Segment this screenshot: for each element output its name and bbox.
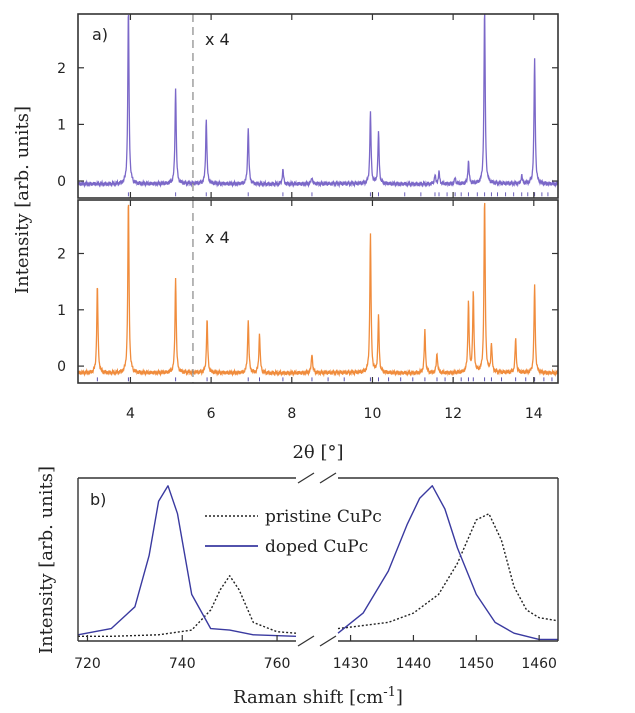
x-tick-label: 14 <box>525 406 543 422</box>
doped-cupc-line <box>77 485 297 637</box>
doped-cupc-line <box>337 485 558 641</box>
x-tick-label: 8 <box>287 406 296 422</box>
pristine-cupc-line <box>337 513 559 630</box>
y-axis-label-a: Intensity [arb. units] <box>12 106 33 294</box>
y-tick-label: 0 <box>57 174 66 190</box>
legend-label-pristine: pristine CuPc <box>265 507 382 527</box>
y-tick-label: 1 <box>57 117 66 133</box>
legend-label-doped: doped CuPc <box>265 537 368 557</box>
xrd-bottom-panel: 0 1 2 x 4 <box>57 199 559 384</box>
x-tick-label: 720 <box>74 656 101 672</box>
x-tick-label: 10 <box>364 406 382 422</box>
x-tick-label: 12 <box>444 406 462 422</box>
panel-label-b: b) <box>90 490 106 509</box>
raman-right-segment: 1430 1440 1450 1460 <box>333 477 559 672</box>
raman-left-segment: 720 740 760 <box>74 477 297 672</box>
x-tick-label: 1440 <box>396 656 432 672</box>
xrd-profile-line <box>78 14 558 189</box>
x-tick-label: 1430 <box>333 656 369 672</box>
x-tick-label: 1450 <box>458 656 494 672</box>
pristine-cupc-line <box>78 575 297 637</box>
x-axis-label-b: Raman shift [cm-1] <box>233 685 403 708</box>
axis-break-mark <box>297 635 315 647</box>
plot-frame <box>77 199 559 384</box>
x-tick-label: 760 <box>264 656 291 672</box>
panel-label-a: a) <box>92 25 108 44</box>
x-axis-label-a: 2θ [°] <box>292 442 343 463</box>
legend: pristine CuPc doped CuPc <box>205 507 382 557</box>
y-tick-label: 0 <box>57 359 66 375</box>
xrd-profile-line <box>78 202 558 378</box>
axis-break-mark <box>297 472 315 484</box>
y-tick-label: 2 <box>57 246 66 262</box>
y-tick-label: 1 <box>57 303 66 319</box>
x-tick-label: 6 <box>207 406 216 422</box>
scale-annotation: x 4 <box>205 228 230 247</box>
axis-break-mark <box>319 635 337 647</box>
y-tick-label: 2 <box>57 61 66 77</box>
plot-frame <box>77 13 559 199</box>
x-tick-label: 4 <box>126 406 135 422</box>
axis-break-mark <box>319 472 337 484</box>
x-tick-label: 740 <box>169 656 196 672</box>
x-tick-label: 1460 <box>521 656 557 672</box>
xrd-top-panel: 0 1 2 a) x 4 <box>57 13 559 199</box>
scale-annotation: x 4 <box>205 30 230 49</box>
y-axis-label-b: Intensity [arb. units] <box>36 466 57 654</box>
